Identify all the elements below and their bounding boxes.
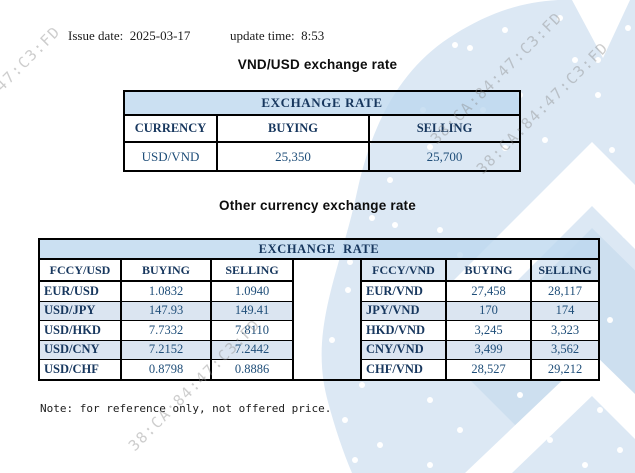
cell-buying: 28,527 (445, 359, 532, 380)
cell-selling: 1.0940 (210, 280, 294, 302)
cell-buying: 3,245 (445, 320, 532, 341)
col-header-selling-usd: SELLING (210, 258, 294, 282)
cell-pair: EUR/VND (360, 280, 447, 302)
cell-selling: 28,117 (530, 280, 600, 302)
col-header-fccy-usd: FCCY/USD (38, 258, 122, 282)
update-time-value: 8:53 (301, 28, 325, 43)
cell-usd-vnd-selling: 25,700 (367, 141, 522, 172)
table-row: USD/HKD 7.7332 7.8110 HKD/VND 3,245 3,32… (38, 320, 600, 341)
cell-selling: 3,562 (530, 339, 600, 360)
other-currency-rate-table: EXCHANGE RATE FCCY/USD BUYING SELLING FC… (38, 238, 600, 381)
cell-selling: 174 (530, 300, 600, 321)
table-title-cell: EXCHANGE RATE (38, 238, 600, 260)
table-spacer-column (292, 258, 362, 381)
table-row: USD/VND 25,350 25,700 (123, 141, 522, 172)
col-header-buying-usd: BUYING (120, 258, 212, 282)
cell-pair: HKD/VND (360, 320, 447, 341)
vnd-usd-title: VND/USD exchange rate (237, 57, 398, 72)
cell-pair: USD/JPY (38, 300, 122, 321)
cell-pair: JPY/VND (360, 300, 447, 321)
col-header-buying-vnd: BUYING (445, 258, 532, 282)
table-header-row: CURRENCY BUYING SELLING (123, 114, 522, 143)
col-header-fccy-vnd: FCCY/VND (360, 258, 447, 282)
cell-usd-vnd-buying: 25,350 (216, 141, 370, 172)
cell-selling: 3,323 (530, 320, 600, 341)
cell-pair: USD/CNY (38, 339, 122, 360)
cell-buying: 147.93 (120, 300, 212, 321)
cell-buying: 27,458 (445, 280, 532, 302)
col-header-currency: CURRENCY (123, 114, 218, 143)
cell-buying: 7.7332 (120, 320, 212, 341)
issue-date-label: Issue date: (68, 28, 124, 43)
other-currency-title: Other currency exchange rate (219, 198, 416, 213)
table-row: USD/CNY 7.2152 7.2442 CNY/VND 3,499 3,56… (38, 339, 600, 360)
cell-buying: 170 (445, 300, 532, 321)
cell-selling: 0.8886 (210, 359, 294, 380)
cell-buying: 7.2152 (120, 339, 212, 360)
cell-selling: 7.8110 (210, 320, 294, 341)
cell-buying: 0.8798 (120, 359, 212, 380)
usd-vnd-rate-table: EXCHANGE RATE CURRENCY BUYING SELLING US… (122, 90, 522, 172)
table-row: USD/CHF 0.8798 0.8886 CHF/VND 28,527 29,… (38, 359, 600, 380)
update-time: update time: 8:53 (230, 28, 324, 44)
col-header-selling-vnd: SELLING (530, 258, 600, 282)
issue-date-value: 2025-03-17 (129, 28, 191, 43)
cell-pair: EUR/USD (38, 280, 122, 302)
cell-buying: 1.0832 (120, 280, 212, 302)
issue-date: Issue date: 2025-03-17 (68, 28, 190, 44)
table-title-cell: EXCHANGE RATE (122, 90, 522, 116)
col-header-selling: SELLING (367, 114, 522, 143)
table-row: USD/JPY 147.93 149.41 JPY/VND 170 174 (38, 300, 600, 321)
col-header-buying: BUYING (216, 114, 370, 143)
cell-buying: 3,499 (445, 339, 532, 360)
cell-selling: 149.41 (210, 300, 294, 321)
cell-selling: 29,212 (530, 359, 600, 380)
table-band-row: EXCHANGE RATE (38, 238, 600, 260)
table-band-row: EXCHANGE RATE (122, 90, 522, 116)
cell-pair: USD/CHF (38, 359, 122, 380)
logo-white-chevron-gap-2 (465, 352, 635, 473)
update-time-label: update time: (230, 28, 295, 43)
table-header-row: FCCY/USD BUYING SELLING FCCY/VND BUYING … (38, 258, 600, 381)
cell-pair: USD/HKD (38, 320, 122, 341)
cell-usd-vnd-pair: USD/VND (123, 141, 218, 172)
cell-pair: CHF/VND (360, 359, 447, 380)
reference-note: Note: for reference only, not offered pr… (40, 402, 332, 415)
cell-selling: 7.2442 (210, 339, 294, 360)
cell-pair: CNY/VND (360, 339, 447, 360)
table-row: EUR/USD 1.0832 1.0940 EUR/VND 27,458 28,… (38, 280, 600, 302)
